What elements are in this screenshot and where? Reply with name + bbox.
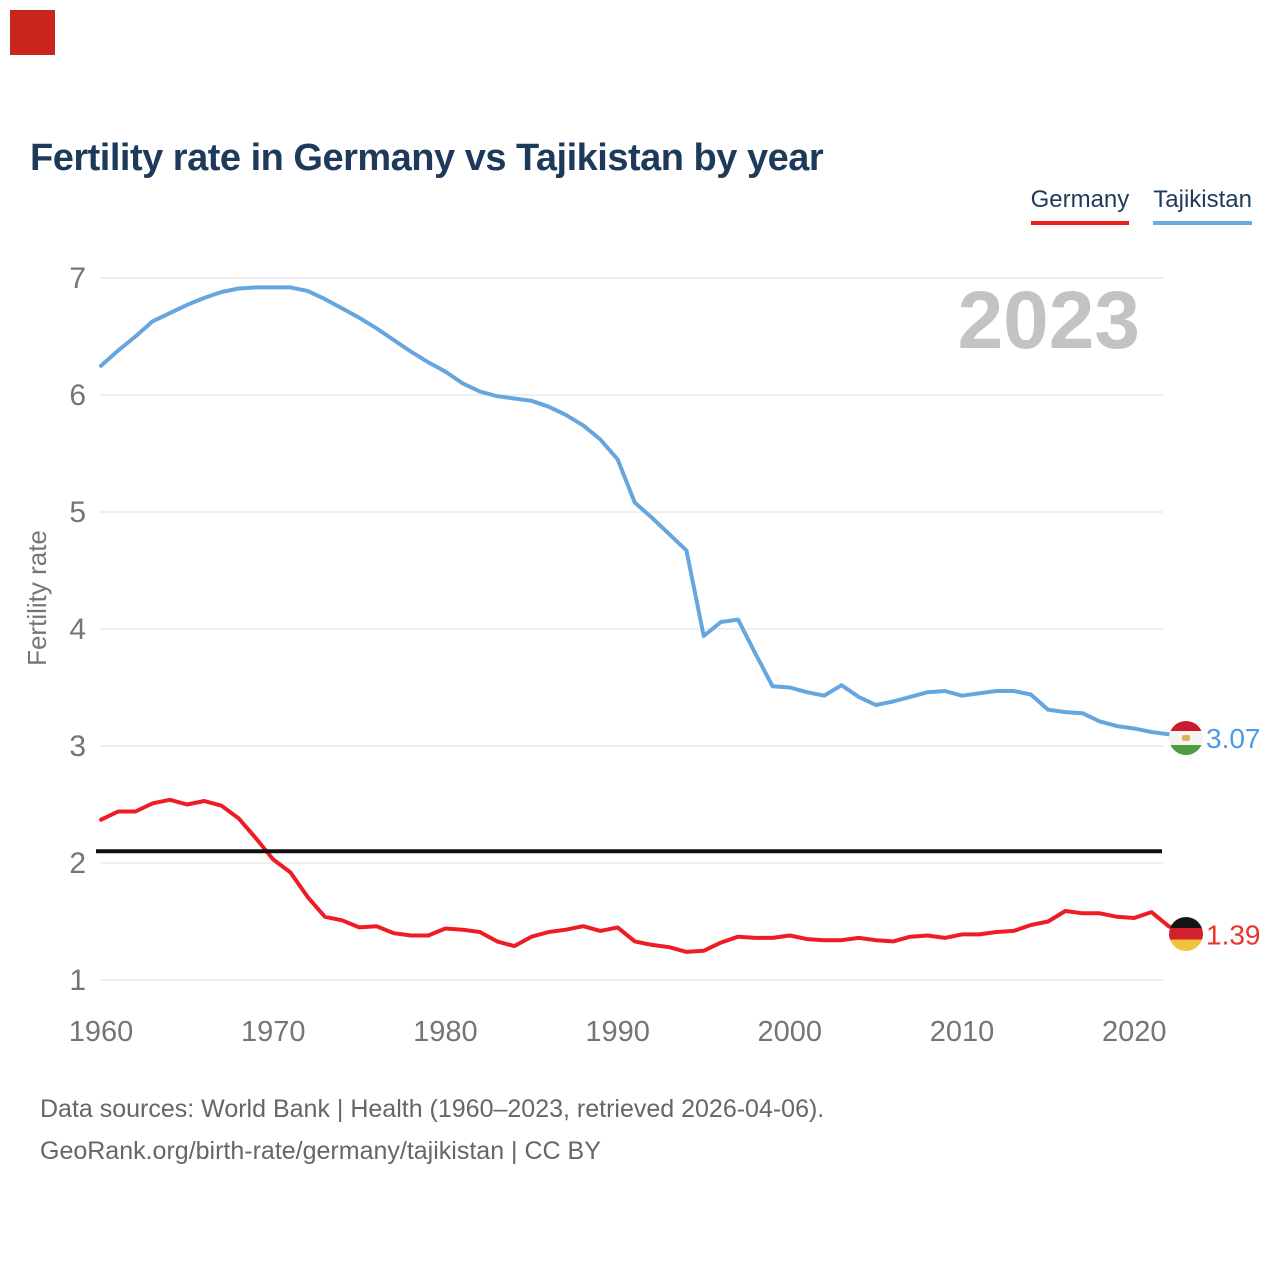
germany-line[interactable]: [99, 797, 1188, 954]
y-axis-title: Fertility rate: [22, 530, 52, 666]
y-tick-label: 2: [69, 847, 86, 880]
y-tick-label: 3: [69, 730, 86, 763]
tajikistan-end-value: 3.07: [1206, 723, 1261, 754]
source-note: Data sources: World Bank | Health (1960–…: [40, 1088, 824, 1172]
legend: Germany Tajikistan: [1030, 186, 1252, 225]
y-tick-label: 1: [69, 964, 86, 997]
legend-label-tajikistan: Tajikistan: [1153, 186, 1252, 213]
x-tick-label: 2020: [1102, 1016, 1167, 1048]
watermark-year: 2023: [958, 275, 1140, 366]
germany-end-value: 1.39: [1206, 919, 1261, 950]
page-title: Fertility rate in Germany vs Tajikistan …: [30, 137, 824, 180]
x-tick-label: 1980: [413, 1016, 478, 1048]
x-tick-label: 2010: [930, 1016, 995, 1048]
source-line-1: Data sources: World Bank | Health (1960–…: [40, 1095, 825, 1123]
tajikistan-line[interactable]: [99, 285, 1188, 740]
y-tick-label: 4: [69, 613, 86, 646]
y-tick-label: 5: [69, 496, 86, 529]
y-tick-label: 7: [69, 262, 86, 295]
x-tick-label: 2000: [758, 1016, 823, 1048]
germany-flag-icon: [1168, 917, 1203, 952]
x-tick-label: 1960: [69, 1016, 134, 1048]
legend-label-germany: Germany: [1030, 186, 1130, 213]
legend-item-tajikistan[interactable]: Tajikistan: [1153, 186, 1252, 225]
x-tick-label: 1970: [241, 1016, 306, 1048]
x-tick-label: 1990: [585, 1016, 650, 1048]
tajikistan-flag-icon: [1168, 720, 1203, 755]
red-marker-square: [10, 10, 55, 55]
tajikistan-crown-emblem: [1181, 734, 1190, 741]
legend-item-germany[interactable]: Germany: [1030, 186, 1130, 225]
y-tick-label: 6: [69, 379, 86, 412]
source-line-2: GeoRank.org/birth-rate/germany/tajikista…: [40, 1137, 601, 1165]
